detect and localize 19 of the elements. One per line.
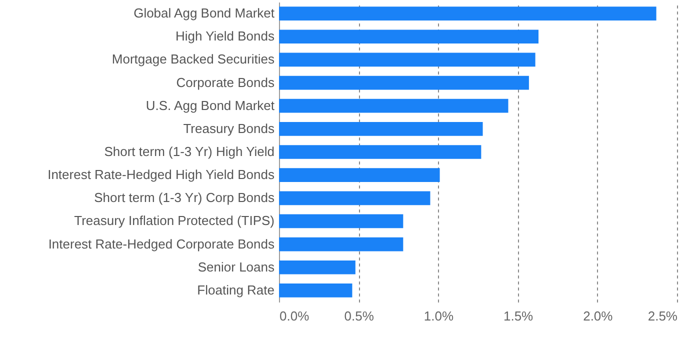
y-tick-label: Floating Rate <box>197 282 274 298</box>
x-tick-label: 0.0% <box>280 308 310 324</box>
x-tick-label: 0.5% <box>344 308 374 324</box>
x-tick-label: 1.5% <box>503 308 534 324</box>
y-tick-label: Interest Rate-Hedged High Yield Bonds <box>48 167 275 182</box>
y-tick-label: Mortgage Backed Securities <box>112 52 275 67</box>
y-tick-label: U.S. Agg Bond Market <box>146 98 275 113</box>
y-tick-label: Treasury Bonds <box>183 120 275 136</box>
y-tick-label: Corporate Bonds <box>176 74 275 90</box>
y-tick-label: Interest Rate-Hedged Corporate Bonds <box>48 236 275 252</box>
y-tick-label: High Yield Bonds <box>175 28 275 44</box>
y-tick-label: Short term (1-3 Yr) High Yield <box>104 144 274 159</box>
x-tick-label: 1.0% <box>424 308 454 324</box>
y-tick-label: Treasury Inflation Protected (TIPS) <box>74 213 274 228</box>
x-tick-label: 2.5% <box>648 308 678 324</box>
y-tick-label: Short term (1-3 Yr) Corp Bonds <box>94 190 275 206</box>
y-tick-label: Global Agg Bond Market <box>134 6 275 21</box>
y-tick-label: Senior Loans <box>198 259 275 274</box>
x-tick-label: 2.0% <box>583 308 614 324</box>
